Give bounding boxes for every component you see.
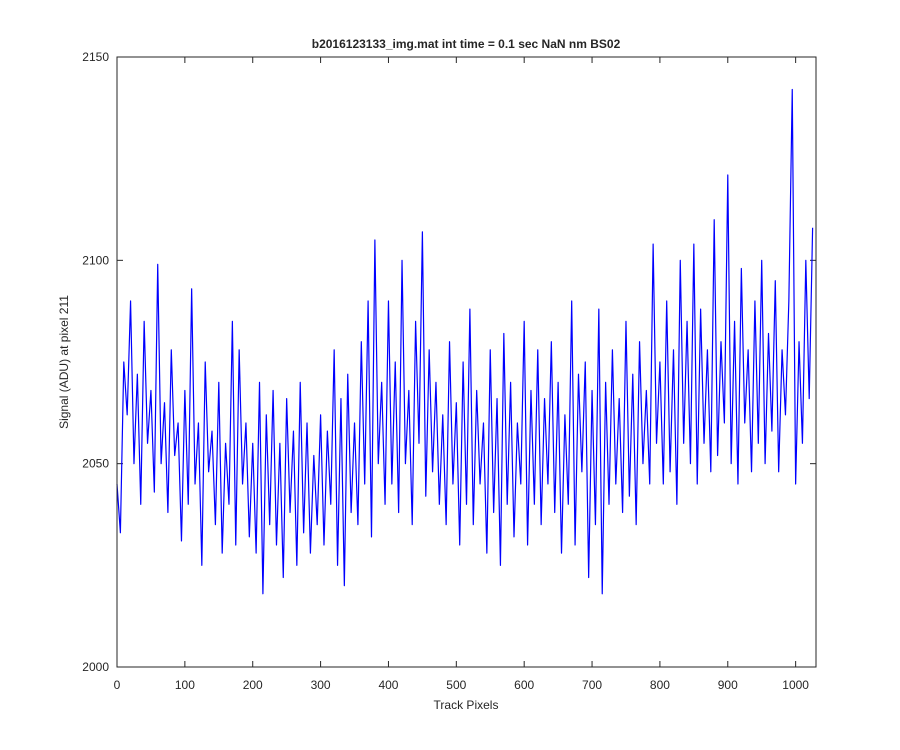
x-tick-label: 900	[718, 678, 738, 692]
y-tick-label: 2150	[82, 50, 109, 64]
x-tick-label: 300	[311, 678, 331, 692]
x-tick-label: 200	[243, 678, 263, 692]
x-tick-label: 1000	[782, 678, 809, 692]
x-tick-label: 100	[175, 678, 195, 692]
x-tick-label: 0	[114, 678, 121, 692]
x-tick-label: 500	[446, 678, 466, 692]
chart-title: b2016123133_img.mat int time = 0.1 sec N…	[312, 37, 621, 51]
x-tick-label: 700	[582, 678, 602, 692]
y-axis-label: Signal (ADU) at pixel 211	[57, 295, 71, 429]
axes-box	[116, 56, 817, 668]
y-tick-label: 2050	[82, 457, 109, 471]
y-tick-label: 2100	[82, 253, 109, 267]
x-tick-label: 400	[378, 678, 398, 692]
y-tick-label: 2000	[82, 660, 109, 674]
x-tick-label: 600	[514, 678, 534, 692]
x-tick-label: 800	[650, 678, 670, 692]
data-line	[116, 88, 814, 595]
x-axis-label: Track Pixels	[434, 698, 499, 712]
